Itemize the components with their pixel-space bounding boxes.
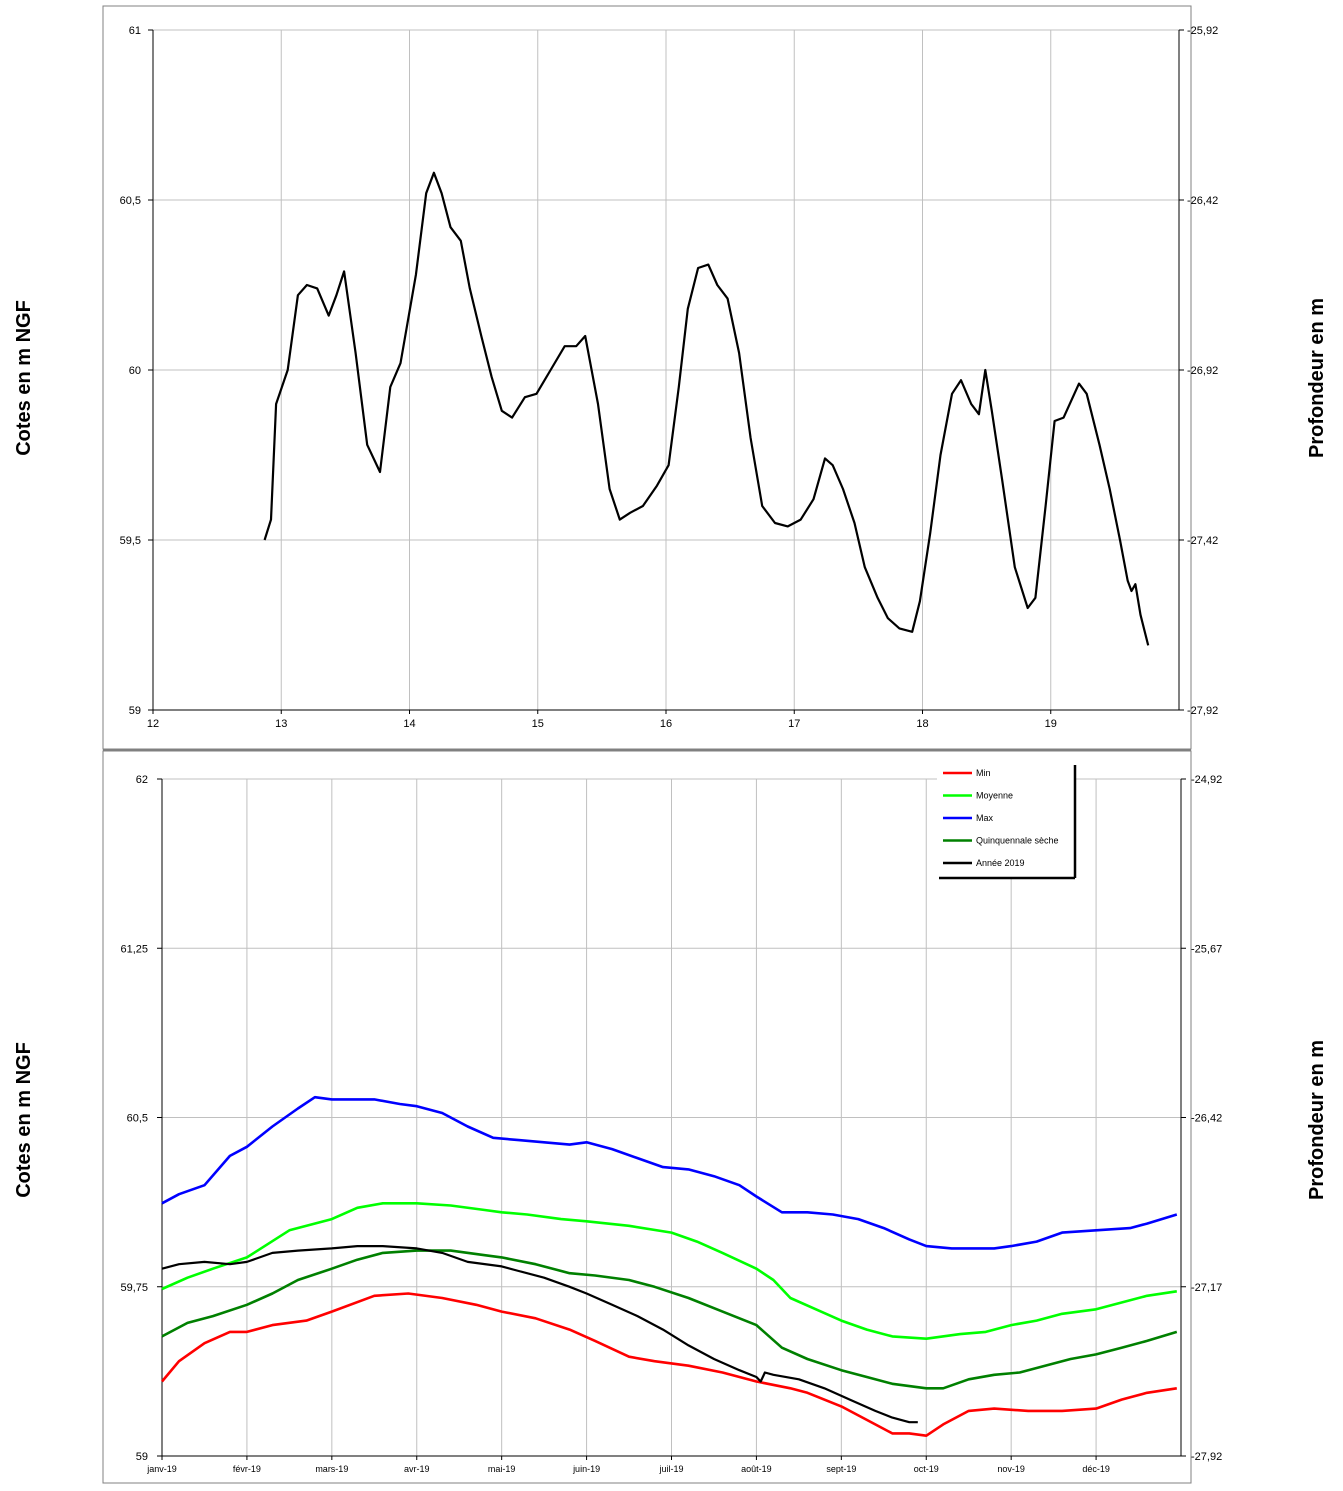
y-tick-label-right: -27,17 xyxy=(1191,1282,1222,1294)
x-tick-label: mars-19 xyxy=(315,1464,348,1474)
x-tick-label: janv-19 xyxy=(146,1464,177,1474)
y-tick-label-left: 59,5 xyxy=(120,535,141,547)
series-line-annee-2019 xyxy=(161,1244,918,1424)
chart-frame-top xyxy=(102,5,1192,750)
series-line-moyenne xyxy=(161,1202,1177,1340)
y-tick-label-left: 59 xyxy=(129,705,141,717)
x-tick-label: 18 xyxy=(916,718,928,730)
series-line-min xyxy=(161,1292,1177,1437)
x-tick-label: août-19 xyxy=(741,1464,772,1474)
chart-top: 12 13 14 15 16 17 18 19 61 -25,92 60,5 -26,42 60 -26,… xyxy=(120,25,1219,730)
y-tick-label-right: -26,42 xyxy=(1191,1113,1222,1125)
x-tick-label: 19 xyxy=(1045,718,1057,730)
y-tick-label-left: 59 xyxy=(136,1451,148,1463)
y-tick-label-left: 61,25 xyxy=(120,943,148,955)
x-tick-label: déc-19 xyxy=(1082,1464,1110,1474)
x-tick-label: juil-19 xyxy=(658,1464,683,1474)
x-tick-label: 12 xyxy=(147,718,159,730)
chart-bottom-legend: Min Moyenne Max Quinquennale sèche Année 201… xyxy=(937,763,1077,880)
bottom-left-axis-title: Cotes en m NGF xyxy=(13,1042,35,1198)
x-tick-label: juin-19 xyxy=(572,1464,600,1474)
y-tick-label-left: 59,75 xyxy=(120,1282,148,1294)
y-tick-label-right: -24,92 xyxy=(1191,774,1222,786)
series-line-max xyxy=(161,1095,1178,1250)
x-tick-label: nov-19 xyxy=(997,1464,1025,1474)
y-tick-label-right: -26,42 xyxy=(1187,195,1218,207)
top-left-axis-title: Cotes en m NGF xyxy=(13,300,35,456)
legend-label-min: Min xyxy=(976,768,991,778)
x-tick-label: sept-19 xyxy=(826,1464,856,1474)
x-tick-label: mai-19 xyxy=(488,1464,516,1474)
legend-label-quinquennale-seche: Quinquennale sèche xyxy=(976,836,1059,846)
top-right-axis-title: Profondeur en m xyxy=(1306,298,1328,458)
x-tick-label: 17 xyxy=(788,718,800,730)
y-tick-label-right: -27,92 xyxy=(1191,1451,1222,1463)
legend-label-annee-2019: Année 2019 xyxy=(976,858,1025,868)
chart-bottom-tick-labels: janv-19 févr-19 mars-19 avr-19 mai-19 juin-19… xyxy=(120,774,1222,1474)
y-tick-label-right: -25,67 xyxy=(1191,943,1222,955)
legend-label-max: Max xyxy=(976,813,994,823)
chart-bottom-axes xyxy=(157,778,1186,1460)
chart-top-series xyxy=(263,171,1150,646)
y-tick-label-right: -25,92 xyxy=(1187,25,1218,37)
x-tick-label: 13 xyxy=(275,718,287,730)
x-tick-label: 16 xyxy=(660,718,672,730)
chart-top-axes xyxy=(148,29,1184,714)
x-tick-label: févr-19 xyxy=(233,1464,261,1474)
chart-bottom-series xyxy=(161,1095,1178,1437)
y-tick-label-right: -27,42 xyxy=(1187,535,1218,547)
series-line-quinquennale-seche xyxy=(161,1249,1178,1390)
x-tick-label: 14 xyxy=(403,718,415,730)
x-tick-label: 15 xyxy=(532,718,544,730)
series-line-top-0 xyxy=(263,171,1150,646)
y-tick-label-right: -26,92 xyxy=(1187,365,1218,377)
legend-label-moyenne: Moyenne xyxy=(976,791,1013,801)
y-tick-label-left: 60,5 xyxy=(120,195,141,207)
x-tick-label: avr-19 xyxy=(404,1464,430,1474)
y-tick-label-left: 62 xyxy=(136,774,148,786)
chart-bottom: janv-19 févr-19 mars-19 avr-19 mai-19 juin-19… xyxy=(120,763,1222,1474)
x-tick-label: oct-19 xyxy=(914,1464,939,1474)
y-tick-label-left: 60,5 xyxy=(127,1113,148,1125)
y-tick-label-right: -27,92 xyxy=(1187,705,1218,717)
y-tick-label-left: 61 xyxy=(129,25,141,37)
chart-top-grid xyxy=(153,29,1179,710)
bottom-right-axis-title: Profondeur en m xyxy=(1306,1040,1328,1200)
chart-top-tick-labels: 12 13 14 15 16 17 18 19 61 -25,92 60,5 -26,42 60 -26,… xyxy=(120,25,1219,730)
y-tick-label-left: 60 xyxy=(129,365,141,377)
